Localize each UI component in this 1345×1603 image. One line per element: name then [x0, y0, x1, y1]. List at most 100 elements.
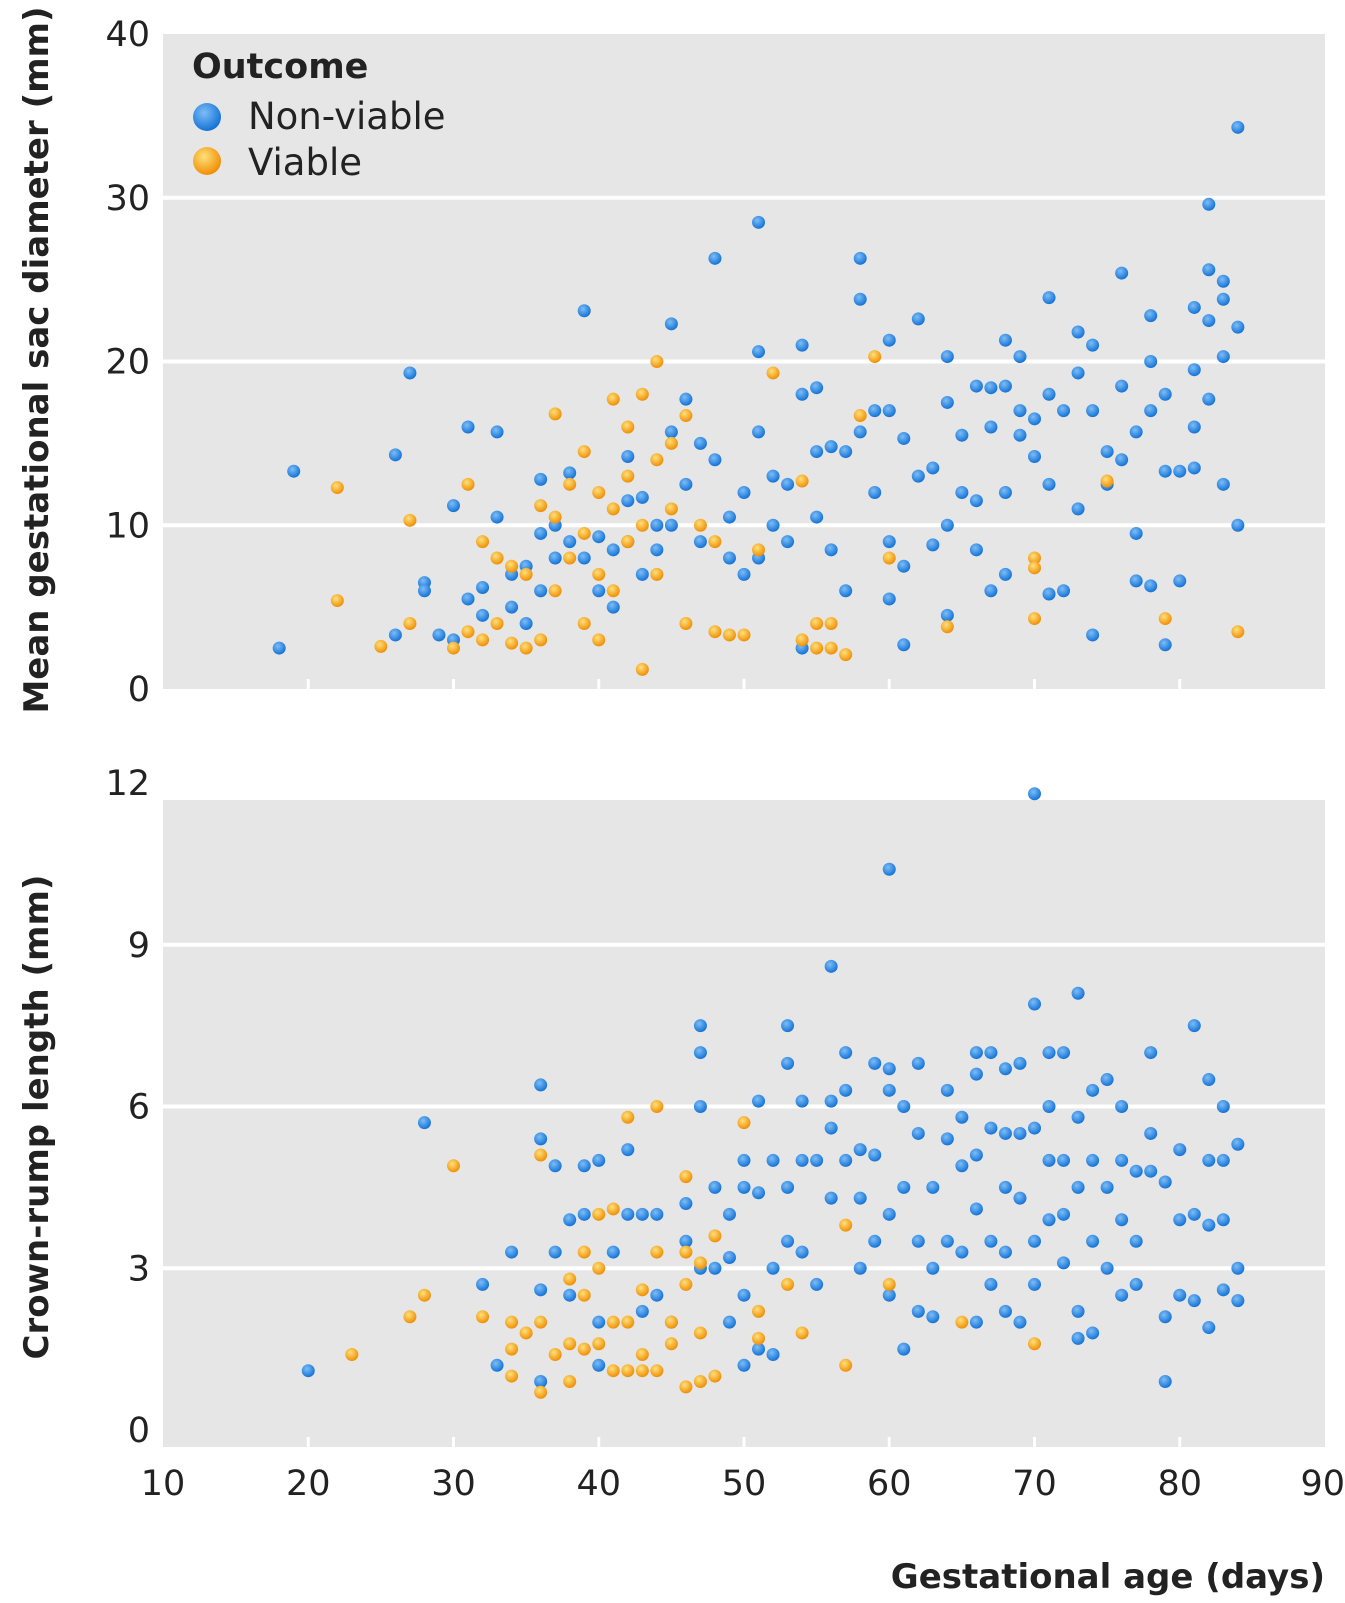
- bottom-non-viable-point-125: [1071, 1331, 1085, 1345]
- top-non-viable-point-103: [1013, 350, 1027, 364]
- top-non-viable-point-72: [853, 292, 867, 306]
- bottom-non-viable-point-94: [969, 1315, 983, 1329]
- bottom-non-viable-point-115: [1042, 1153, 1056, 1167]
- bottom-non-viable-point-74: [897, 1100, 911, 1113]
- top-y-tick-30: 30: [105, 179, 150, 219]
- top-non-viable-point-134: [1158, 638, 1172, 652]
- bottom-viable-point-10: [534, 1315, 548, 1329]
- top-non-viable-point-43: [679, 392, 693, 406]
- bottom-viable-point-6: [505, 1342, 519, 1356]
- bottom-non-viable-point-148: [1173, 1288, 1187, 1302]
- top-non-viable-point-51: [737, 486, 751, 499]
- top-non-viable-point-97: [984, 420, 998, 434]
- bottom-non-viable-point-58: [824, 1121, 838, 1135]
- bottom-non-viable-point-140: [1144, 1046, 1158, 1060]
- top-viable-point-34: [621, 535, 635, 549]
- top-viable-point-61: [882, 551, 896, 565]
- bottom-non-viable-point-123: [1071, 1180, 1085, 1194]
- top-viable-point-33: [621, 469, 635, 483]
- top-viable-point-2: [374, 639, 388, 653]
- bottom-non-viable-point-142: [1144, 1164, 1158, 1178]
- top-non-viable-point-111: [1042, 587, 1056, 601]
- bottom-non-viable-point-69: [882, 862, 896, 876]
- bottom-viable-point-36: [679, 1170, 693, 1184]
- top-non-viable-point-10: [461, 420, 475, 434]
- top-non-viable-point-116: [1071, 502, 1085, 516]
- bottom-non-viable-point-121: [1071, 986, 1085, 1000]
- top-non-viable-point-0: [272, 641, 286, 655]
- bottom-non-viable-point-53: [795, 1245, 809, 1259]
- bottom-non-viable-point-132: [1100, 1261, 1114, 1275]
- legend-title: Outcome: [192, 47, 368, 87]
- x-tick-30: 30: [431, 1464, 476, 1504]
- top-viable-point-13: [505, 636, 519, 650]
- bottom-non-viable-point-87: [955, 1110, 969, 1124]
- top-viable-point-31: [606, 584, 620, 598]
- top-non-viable-point-15: [490, 510, 504, 524]
- top-viable-point-66: [1100, 474, 1114, 488]
- top-non-viable-point-64: [810, 381, 824, 395]
- top-viable-point-52: [795, 474, 809, 488]
- top-viable-point-38: [650, 355, 664, 368]
- top-x-tick-marks: [306, 679, 1182, 689]
- top-non-viable-point-95: [969, 543, 983, 557]
- x-tick-40: 40: [576, 1464, 621, 1504]
- bottom-viable-point-45: [737, 1116, 751, 1130]
- top-viable-point-27: [592, 567, 606, 581]
- bottom-non-viable-point-16: [592, 1315, 606, 1329]
- top-viable-point-55: [810, 641, 824, 655]
- bottom-non-viable-point-14: [577, 1207, 591, 1221]
- top-non-viable-point-125: [1129, 425, 1143, 439]
- x-tick-labels: 10 20 30 40 50 60 70 80 90: [141, 1437, 1345, 1504]
- top-viable-point-19: [548, 510, 562, 524]
- bottom-viable-point-42: [693, 1374, 707, 1388]
- bottom-non-viable-point-104: [1013, 1056, 1027, 1070]
- bottom-non-viable-point-21: [635, 1207, 649, 1221]
- top-non-viable-point-132: [1158, 387, 1172, 401]
- top-non-viable-point-37: [635, 567, 649, 581]
- legend-non-viable-label: Non-viable: [248, 95, 446, 138]
- top-viable-point-42: [664, 502, 678, 516]
- bottom-gridlines: [163, 942, 1325, 1271]
- bottom-non-viable-point-57: [824, 1094, 838, 1108]
- bottom-non-viable-point-130: [1100, 1073, 1114, 1087]
- bottom-non-viable-point-2: [476, 1277, 490, 1291]
- top-non-viable-point-108: [1042, 291, 1056, 305]
- bottom-non-viable-point-146: [1173, 1143, 1187, 1157]
- bottom-non-viable-point-52: [795, 1153, 809, 1167]
- top-non-viable-point-118: [1086, 404, 1100, 418]
- x-tick-10: 10: [141, 1464, 186, 1504]
- bottom-non-viable-point-38: [737, 1180, 751, 1194]
- bottom-non-viable-point-86: [940, 1234, 954, 1248]
- bottom-non-viable-point-92: [969, 1148, 983, 1162]
- top-viable-point-25: [577, 617, 591, 630]
- top-viable-point-20: [548, 584, 562, 598]
- top-viable-point-46: [708, 535, 722, 549]
- bottom-non-viable-point-119: [1057, 1207, 1071, 1221]
- bottom-non-viable-point-27: [679, 1234, 693, 1248]
- bottom-non-viable-point-61: [839, 1083, 853, 1097]
- top-non-viable-point-76: [882, 333, 896, 347]
- bottom-viable-point-40: [693, 1256, 707, 1270]
- top-non-viable-point-109: [1042, 387, 1056, 401]
- bottom-non-viable-point-51: [795, 1094, 809, 1108]
- bottom-viable-point-49: [795, 1326, 809, 1340]
- top-panel-sac-diameter: 0 10 20 30 40 Mean gestational sac diameter …: [17, 6, 1325, 714]
- top-viable-point-15: [519, 641, 533, 655]
- bottom-non-viable-point-128: [1086, 1234, 1100, 1248]
- top-non-viable-point-22: [534, 584, 548, 598]
- bottom-viable-point-29: [635, 1348, 649, 1362]
- top-viable-point-45: [693, 518, 707, 532]
- top-non-viable-point-36: [635, 490, 649, 504]
- top-y-tick-10: 10: [105, 506, 150, 546]
- bottom-y-axis-label: Crown-rump length (mm): [17, 875, 57, 1360]
- bottom-non-viable-point-98: [984, 1277, 998, 1291]
- bottom-viable-point-38: [679, 1277, 693, 1291]
- top-non-viable-point-74: [868, 404, 882, 418]
- bottom-non-viable-point-41: [752, 1094, 766, 1108]
- top-non-viable-point-60: [781, 535, 795, 549]
- top-non-viable-point-99: [998, 333, 1012, 347]
- bottom-non-viable-point-19: [621, 1143, 635, 1157]
- top-viable-point-30: [606, 502, 620, 516]
- bottom-non-viable-point-10: [548, 1245, 562, 1259]
